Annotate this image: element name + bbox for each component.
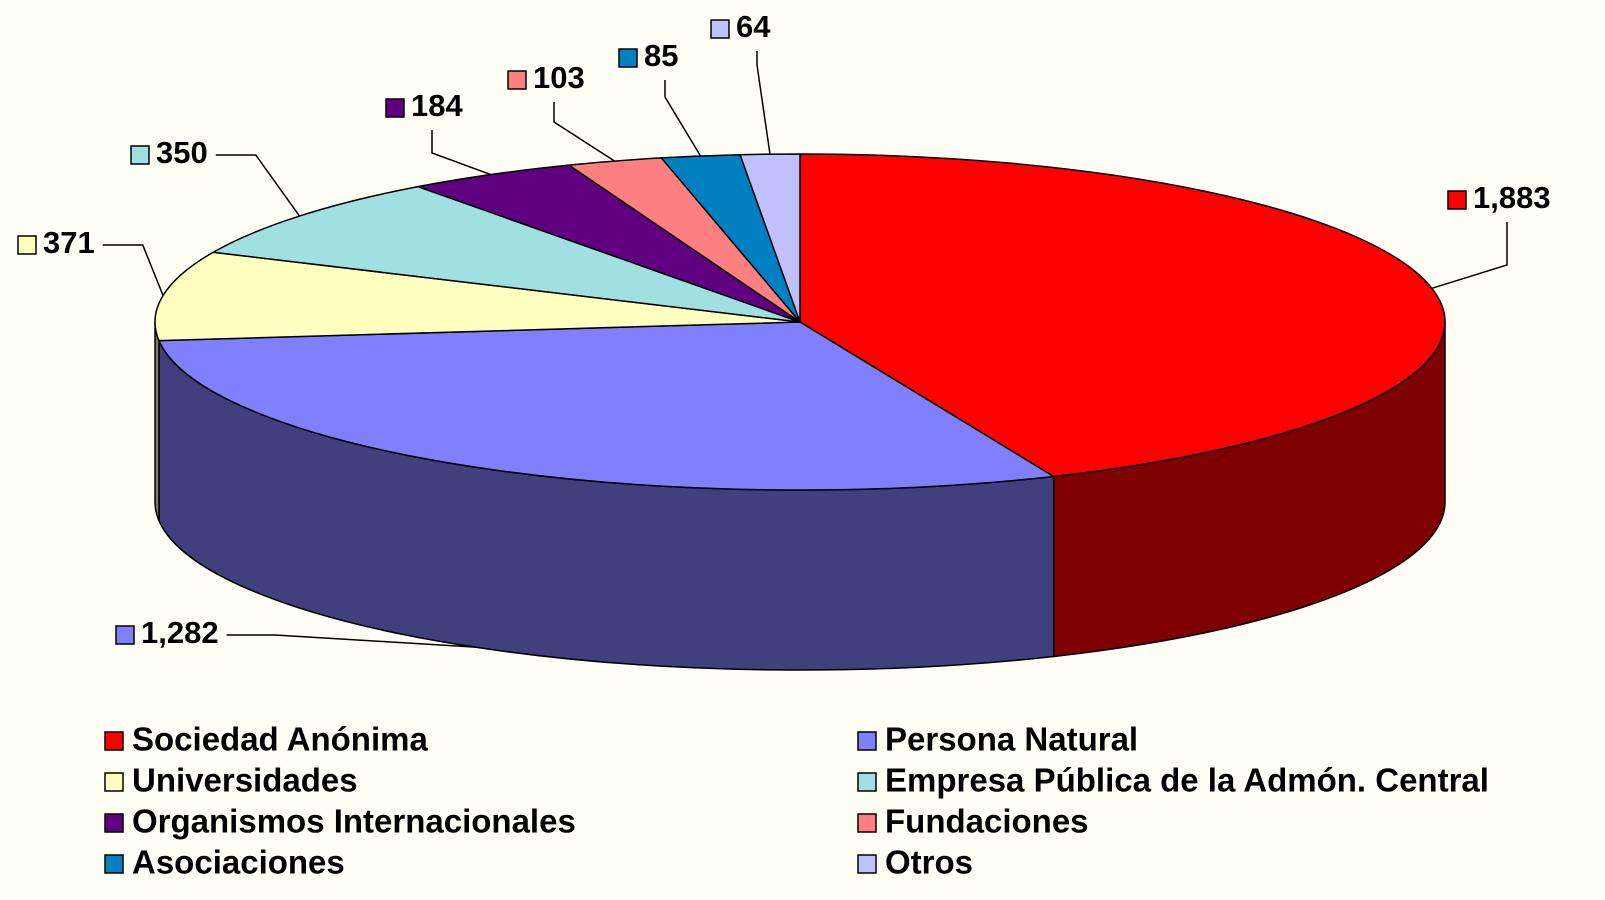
data-label: 103	[533, 60, 585, 95]
slice	[415, 164, 801, 323]
data-label: 371	[43, 225, 95, 260]
legend-marker	[857, 731, 877, 751]
legend-label: Universidades	[132, 762, 358, 799]
data-label: 1,883	[1473, 180, 1551, 215]
leader-line	[102, 244, 164, 296]
leader-line	[215, 154, 301, 217]
legend-marker	[104, 854, 124, 874]
legend-marker	[104, 772, 124, 792]
leader-line	[553, 102, 616, 162]
leader-line	[664, 80, 702, 157]
label-marker	[385, 98, 405, 118]
legend-marker	[857, 813, 877, 833]
data-label: 184	[411, 88, 463, 123]
label-marker	[17, 235, 37, 255]
label-marker	[507, 70, 527, 90]
leader-line	[756, 51, 771, 155]
legend-marker	[857, 854, 877, 874]
label-marker	[618, 48, 638, 68]
legend-label: Asociaciones	[132, 844, 345, 881]
slice	[210, 185, 801, 323]
legend-marker	[104, 813, 124, 833]
label-marker	[710, 19, 730, 39]
leader-line	[431, 130, 491, 176]
slice-side	[154, 321, 160, 521]
slice	[739, 153, 801, 323]
data-label: 1,282	[141, 615, 219, 650]
legend-label: Organismos Internacionales	[132, 803, 576, 840]
slice	[157, 321, 1056, 491]
legend-label: Persona Natural	[885, 721, 1138, 758]
data-label: 64	[736, 9, 771, 44]
legend-label: Empresa Pública de la Admón. Central	[885, 762, 1489, 799]
label-marker	[130, 145, 150, 165]
leader-line	[226, 634, 476, 648]
data-label: 350	[156, 135, 208, 170]
label-marker	[115, 625, 135, 645]
slice	[154, 251, 801, 342]
legend-marker	[104, 731, 124, 751]
legend-label: Fundaciones	[885, 803, 1089, 840]
label-marker	[1447, 190, 1467, 210]
data-label: 85	[644, 38, 678, 73]
legend-marker	[857, 772, 877, 792]
legend-label: Otros	[885, 844, 973, 881]
leader-line	[1431, 222, 1508, 289]
legend-label: Sociedad Anónima	[132, 721, 428, 758]
